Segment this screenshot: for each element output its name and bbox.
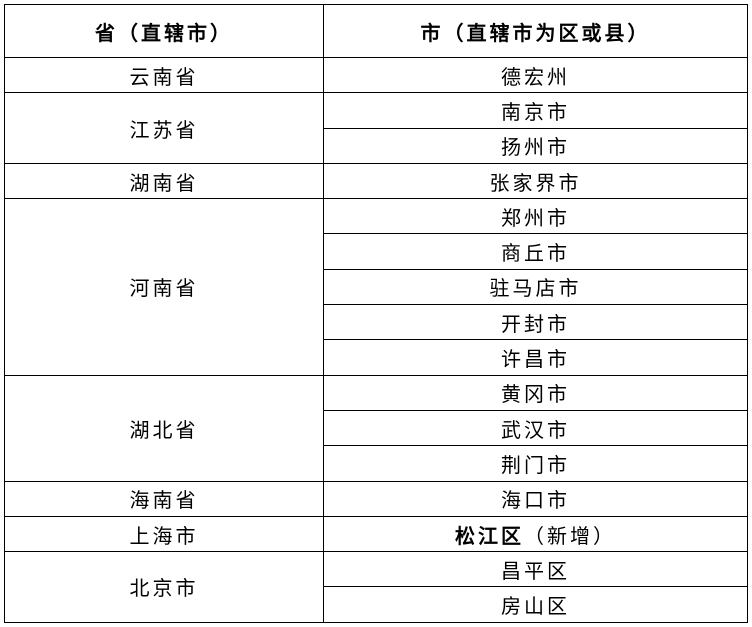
table-header-row: 省（直辖市） 市（直辖市为区或县）: [4, 4, 748, 58]
city-name: 海口市: [501, 488, 570, 513]
province-cell: 江苏省: [4, 92, 324, 164]
city-name: 武汉市: [501, 417, 570, 442]
table-row: 北京市 昌平区: [4, 551, 748, 623]
table-body: 云南省 德宏州江苏省 南京市扬州市湖南省 张家界市河南省 郑州市商丘市驻马店市开封市许昌…: [4, 56, 748, 623]
city-name: 驻马店市: [489, 276, 582, 301]
table-row: 商丘市: [5, 233, 748, 270]
city-cell: 南京市: [323, 92, 748, 129]
table-row: 云南省 德宏州: [4, 56, 748, 94]
table-row: 武汉市: [5, 409, 748, 447]
city-cell: 郑州市: [323, 198, 748, 235]
city-cell: 昌平区: [323, 551, 748, 588]
province-cell: 上海市: [4, 515, 324, 553]
province-cell: 云南省: [4, 56, 324, 94]
city-name: 张家界市: [489, 170, 582, 195]
city-cell: 开封市: [323, 304, 748, 341]
table-row: 海南省 海口市: [4, 480, 748, 517]
city-name: 南京市: [501, 99, 570, 124]
province-cell: 湖南省: [4, 162, 324, 200]
table-row: 湖北省 黄冈市: [4, 374, 748, 482]
city-name: 荆门市: [501, 452, 570, 477]
city-name: 德宏州: [501, 64, 570, 89]
province-cell: 河南省: [4, 198, 324, 376]
table-row: 上海市 松江区（新增）: [4, 515, 748, 553]
province-cell: 湖北省: [4, 374, 324, 482]
city-name: 开封市: [501, 311, 570, 336]
city-name: 房山区: [501, 594, 570, 619]
city-name: 黄冈市: [501, 382, 570, 407]
header-city: 市（直辖市为区或县）: [323, 4, 748, 58]
city-cell: 松江区（新增）: [323, 515, 748, 553]
province-cell: 北京市: [4, 551, 324, 623]
header-province: 省（直辖市）: [4, 4, 324, 58]
city-note: （新增）: [524, 523, 616, 548]
city-name: 郑州市: [501, 205, 570, 230]
province-city-table: 省（直辖市） 市（直辖市为区或县） 云南省 德宏州江苏省 南京市扬州市湖南省 张家界市…: [4, 4, 748, 623]
city-name: 昌平区: [501, 558, 570, 583]
city-cell: 黄冈市: [323, 374, 748, 411]
table-row: 扬州市: [5, 127, 748, 164]
city-cell: 商丘市: [323, 233, 748, 270]
city-name: 松江区: [455, 523, 524, 548]
city-cell: 张家界市: [323, 162, 748, 200]
city-name: 扬州市: [501, 135, 570, 160]
city-name: 商丘市: [501, 241, 570, 266]
city-cell: 武汉市: [323, 409, 748, 447]
city-cell: 许昌市: [323, 339, 748, 376]
table-row: 江苏省 南京市: [4, 92, 748, 164]
city-name: 许昌市: [501, 347, 570, 372]
city-cell: 德宏州: [323, 56, 748, 94]
city-cell: 荆门市: [323, 445, 748, 482]
city-cell: 扬州市: [323, 127, 748, 164]
city-cell: 驻马店市: [323, 268, 748, 306]
table-row: 房山区: [5, 586, 748, 623]
table-row: 河南省 郑州市: [4, 198, 748, 376]
province-cell: 海南省: [4, 480, 324, 517]
city-cell: 房山区: [323, 586, 748, 623]
table-row: 湖南省 张家界市: [4, 162, 748, 200]
table-row: 驻马店市: [5, 268, 748, 306]
city-cell: 海口市: [323, 480, 748, 517]
